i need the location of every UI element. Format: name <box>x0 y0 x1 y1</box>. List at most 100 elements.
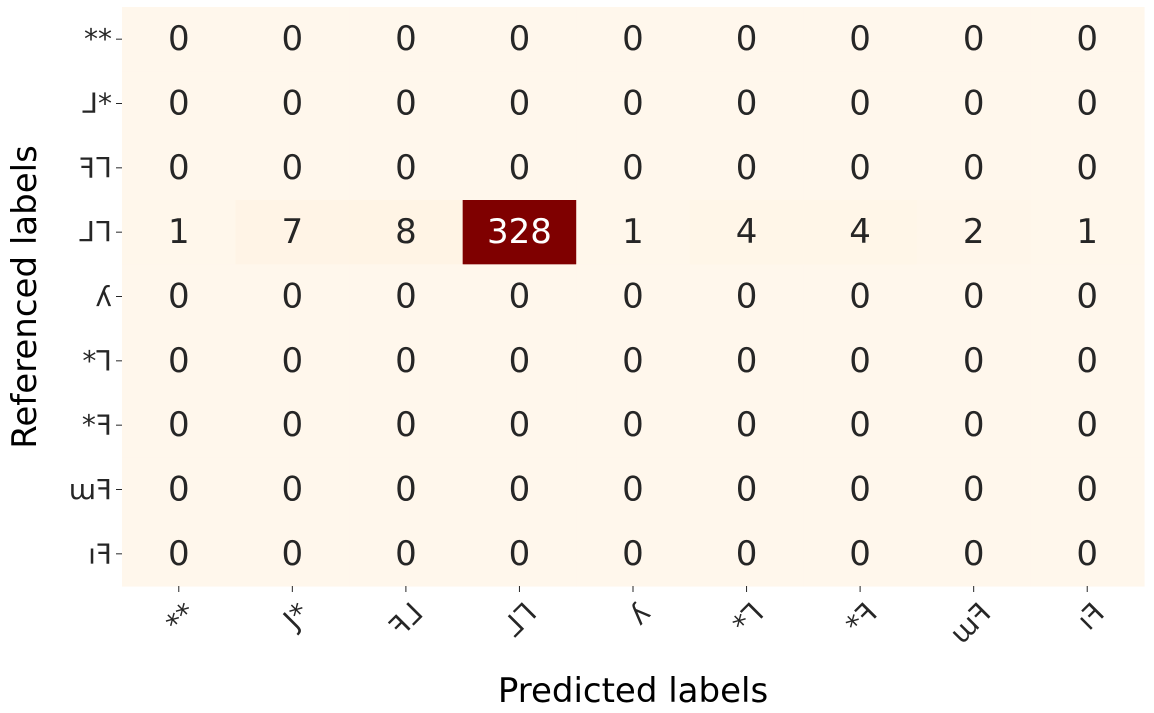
heatmap-cell <box>803 328 918 394</box>
heatmap-cell <box>916 521 1032 587</box>
y-tick-label: ʎ <box>95 280 112 313</box>
cell-value-label: 4 <box>736 212 758 252</box>
cell-value-label: 0 <box>963 19 985 59</box>
cell-value-label: 0 <box>282 19 304 59</box>
heatmap-cell <box>462 71 577 137</box>
cell-value-label: 0 <box>849 19 871 59</box>
cell-value-label: 0 <box>963 84 985 124</box>
cell-value-label: 0 <box>1076 341 1098 381</box>
cell-value-label: 0 <box>736 405 758 445</box>
y-tick-label: ꟻᒣ <box>79 151 112 184</box>
cell-value-label: 0 <box>168 277 190 317</box>
cell-value-label: 0 <box>395 19 417 59</box>
y-tick-label: ᒧᒣ <box>78 216 112 249</box>
cell-value-label: 0 <box>1076 405 1098 445</box>
cell-value-label: 0 <box>395 277 417 317</box>
cell-value-label: 0 <box>849 84 871 124</box>
cell-value-label: 1 <box>168 212 190 252</box>
heatmap-cell <box>689 135 804 201</box>
cell-value-label: 0 <box>509 148 531 188</box>
cell-value-label: 0 <box>395 534 417 574</box>
heatmap-cell <box>803 264 918 330</box>
heatmap-cell <box>916 71 1032 137</box>
x-tick-label: *ꟻ <box>839 596 884 641</box>
heatmap-cell <box>349 135 464 201</box>
heatmap-cells <box>122 7 1145 587</box>
y-tick-label: ɯꟻ <box>69 473 112 506</box>
cell-value-label: 0 <box>963 341 985 381</box>
cell-value-label: 0 <box>395 84 417 124</box>
cell-value-label: 0 <box>168 19 190 59</box>
heatmap-cell <box>122 521 237 587</box>
cell-value-label: 0 <box>849 405 871 445</box>
heatmap-cell <box>576 7 691 72</box>
heatmap-cell <box>235 200 350 265</box>
heatmap-cell <box>122 135 237 201</box>
cell-value-label: 0 <box>395 148 417 188</box>
cell-value-label: 0 <box>963 405 985 445</box>
heatmap-cell <box>576 521 691 587</box>
cell-value-label: 0 <box>168 341 190 381</box>
x-axis-ticks: ** J* ꟻᒧ ᒧᒣ ʎ *ꓶ *ꟻ ɯꟻ ıꟻ <box>159 586 1111 650</box>
cell-value-label: 0 <box>509 19 531 59</box>
cell-value-label: 0 <box>963 277 985 317</box>
heatmap-cell <box>462 457 577 523</box>
x-tick-label: ıꟻ <box>1071 596 1111 636</box>
heatmap-cell <box>349 7 464 72</box>
cell-value-label: 0 <box>1076 19 1098 59</box>
heatmap-cell <box>462 135 577 201</box>
cell-value-label: 0 <box>736 277 758 317</box>
cell-value-label: 0 <box>736 470 758 510</box>
heatmap-cell <box>576 264 691 330</box>
cell-value-label: 0 <box>282 534 304 574</box>
cell-value-label: 0 <box>622 470 644 510</box>
cell-value-label: 0 <box>282 277 304 317</box>
heatmap-cell <box>803 7 918 72</box>
cell-value-label: 0 <box>963 148 985 188</box>
heatmap-cell <box>462 264 577 330</box>
heatmap-cell <box>576 328 691 394</box>
heatmap-cell <box>916 200 1032 265</box>
cell-value-label: 0 <box>168 84 190 124</box>
heatmap-cell <box>1030 393 1145 458</box>
heatmap-cell <box>803 521 918 587</box>
cell-value-label: 0 <box>282 148 304 188</box>
heatmap-cell <box>576 393 691 458</box>
cell-value-label: 1 <box>1076 212 1098 252</box>
y-tick-label: *ꟻ <box>82 409 112 442</box>
heatmap-cell-labels: 0 0 0 0 0 0 0 0 0 0 0 0 0 0 0 0 0 0 0 0 0 0 0 0 0 0 0 1 7 8 328 1 4 4 2 1 0 0… <box>168 19 1098 574</box>
y-tick-label: ** <box>84 23 112 56</box>
cell-value-label: 0 <box>1076 148 1098 188</box>
cell-value-label: 0 <box>282 84 304 124</box>
heatmap-cell <box>689 328 804 394</box>
heatmap-cell <box>576 135 691 201</box>
heatmap-cell <box>235 393 350 458</box>
cell-value-label: 0 <box>622 19 644 59</box>
cell-value-label: 7 <box>282 212 304 252</box>
heatmap-cell <box>122 328 237 394</box>
y-tick-label: ᒧ* <box>81 87 112 120</box>
cell-value-label: 0 <box>395 470 417 510</box>
cell-value-label: 0 <box>395 405 417 445</box>
cell-value-label: 328 <box>487 212 552 252</box>
cell-value-label: 0 <box>509 277 531 317</box>
heatmap-cell <box>349 393 464 458</box>
heatmap-cell <box>235 135 350 201</box>
heatmap-cell <box>576 457 691 523</box>
heatmap-cell <box>803 457 918 523</box>
cell-value-label: 0 <box>168 405 190 445</box>
x-tick-label: ** <box>159 596 202 639</box>
cell-value-label: 0 <box>736 341 758 381</box>
cell-value-label: 0 <box>736 19 758 59</box>
heatmap-cell <box>235 521 350 587</box>
heatmap-cell <box>576 71 691 137</box>
cell-value-label: 0 <box>849 534 871 574</box>
cell-value-label: 0 <box>963 534 985 574</box>
cell-value-label: 8 <box>395 212 417 252</box>
heatmap-cell <box>349 71 464 137</box>
heatmap-cell <box>803 135 918 201</box>
x-tick-label: ɯꟻ <box>943 596 997 650</box>
heatmap-cell <box>1030 7 1145 72</box>
heatmap-cell <box>462 393 577 458</box>
